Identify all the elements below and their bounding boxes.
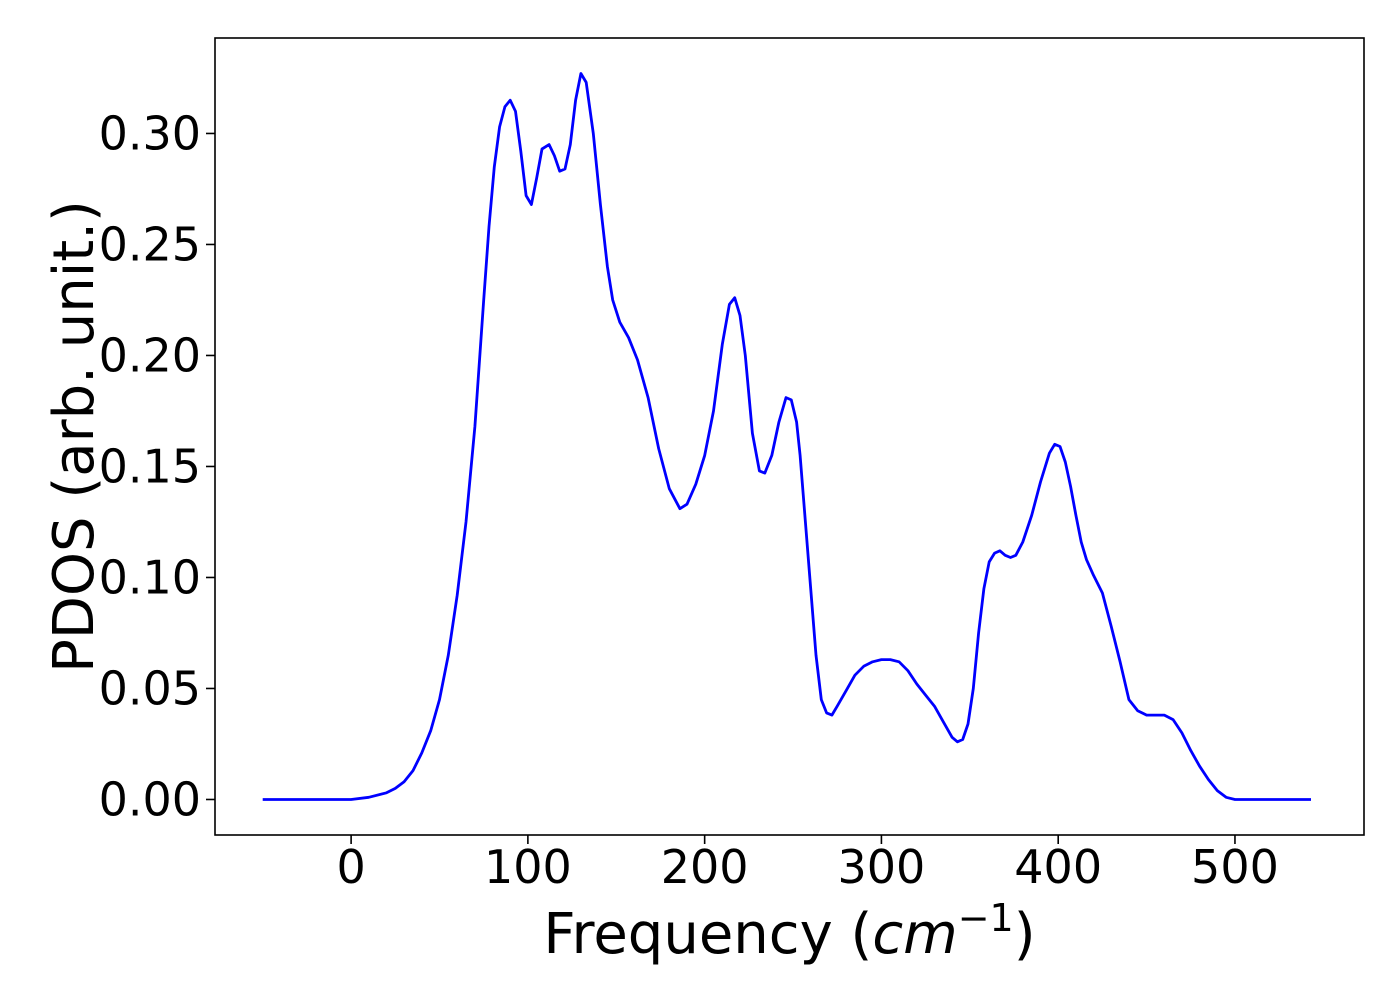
y-tick-label: 0.00 [99, 772, 201, 826]
x-axis-label: Frequency (cm−1) [543, 896, 1035, 967]
y-tick-label: 0.10 [99, 550, 201, 604]
y-tick-label: 0.30 [99, 106, 201, 160]
y-tick-label: 0.15 [99, 439, 201, 493]
x-label-suffix: ) [1014, 902, 1036, 967]
x-tick-label: 500 [1191, 840, 1279, 894]
x-tick-label: 300 [838, 840, 926, 894]
pdos-series-line [262, 72, 1311, 801]
x-tick-label: 400 [1014, 840, 1102, 894]
x-tick-label: 200 [661, 840, 749, 894]
y-axis-ticks: 0.00 0.05 0.10 0.15 0.20 0.25 0.30 [99, 106, 215, 826]
plot-area [262, 72, 1311, 801]
y-tick-label: 0.25 [99, 217, 201, 271]
y-tick-label: 0.20 [99, 328, 201, 382]
y-axis-label: PDOS (arb. unit.) [42, 200, 107, 673]
x-tick-label: 0 [336, 840, 365, 894]
x-label-unit: cm [872, 902, 957, 967]
x-axis-ticks: 0 100 200 300 400 500 [336, 835, 1279, 894]
x-label-prefix: Frequency ( [543, 902, 872, 967]
x-label-exponent: −1 [958, 896, 1014, 940]
axes-frame [214, 37, 1365, 836]
y-tick-label: 0.05 [99, 661, 201, 715]
x-tick-label: 100 [484, 840, 572, 894]
